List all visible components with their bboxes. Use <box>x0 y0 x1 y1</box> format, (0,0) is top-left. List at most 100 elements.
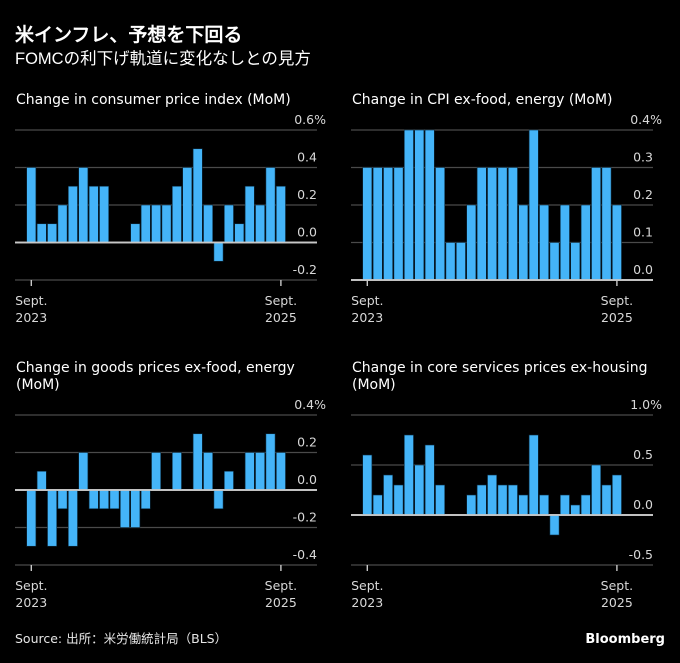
bar <box>518 494 529 516</box>
bar-series <box>26 433 286 547</box>
bar <box>213 242 224 262</box>
bar <box>57 489 68 510</box>
bar <box>172 452 182 491</box>
bar <box>528 434 539 516</box>
bar <box>78 167 89 243</box>
x-tick-label: 2023 <box>15 595 47 610</box>
x-tick-label: Sept. <box>601 293 633 308</box>
x-tick-label: 2025 <box>265 310 297 325</box>
bar <box>497 167 508 281</box>
bar <box>591 464 601 516</box>
bar <box>362 167 373 281</box>
y-tick-label: 0.2 <box>297 435 317 450</box>
bar <box>445 242 456 281</box>
bar <box>611 204 622 281</box>
bar <box>372 167 383 281</box>
x-tick-label: Sept. <box>265 578 297 593</box>
bar <box>213 489 224 510</box>
bar <box>507 484 518 516</box>
bar <box>88 489 99 510</box>
bar <box>192 433 203 491</box>
bar <box>265 167 276 243</box>
page-subtitle: FOMCの利下げ軌道に変化なしとの見方 <box>15 49 311 68</box>
y-tick-label: -0.4 <box>293 547 317 562</box>
x-tick-label: Sept. <box>15 578 47 593</box>
bar <box>414 464 425 516</box>
y-tick-label: 0.0 <box>297 225 317 240</box>
bar <box>172 185 182 243</box>
y-tick-label: -0.2 <box>293 510 317 525</box>
chart-title: Change in CPI ex-food, energy (MoM) <box>352 92 613 108</box>
bar <box>120 489 130 528</box>
bar <box>601 167 612 281</box>
bar <box>466 204 477 281</box>
bar <box>518 204 529 281</box>
bar <box>393 484 404 516</box>
y-tick-label: 0.5 <box>633 447 653 462</box>
y-tick-label: -0.5 <box>629 547 653 562</box>
bar <box>255 204 265 243</box>
chart-goods-prices-ex-food-energy: Change in goods prices ex-food, energy(M… <box>15 360 326 610</box>
x-tick-label: Sept. <box>15 293 47 308</box>
bar <box>372 494 383 516</box>
bar <box>383 474 393 516</box>
bar <box>435 484 445 516</box>
chart-title: Change in consumer price index (MoM) <box>16 92 291 108</box>
bar <box>130 223 141 243</box>
bar <box>68 185 78 243</box>
bar <box>580 494 591 516</box>
bar <box>591 167 601 281</box>
bar <box>507 167 518 281</box>
bar <box>99 489 109 510</box>
bar <box>570 504 581 516</box>
x-tick-label: 2023 <box>351 595 383 610</box>
bar <box>234 223 245 243</box>
y-tick-label: -0.2 <box>293 262 317 277</box>
bar <box>109 489 120 510</box>
y-tick-label: 0.3 <box>633 150 653 165</box>
page-title: 米インフレ、予想を下回る <box>15 23 242 46</box>
chart-title: Change in goods prices ex-food, energy <box>16 360 295 376</box>
bar <box>265 433 276 491</box>
bar <box>203 204 213 243</box>
bar <box>182 167 193 243</box>
bar <box>224 204 234 243</box>
bar <box>393 167 404 281</box>
bar <box>497 484 508 516</box>
y-tick-label: 0.6% <box>294 112 326 127</box>
bar <box>275 185 286 243</box>
bar <box>414 129 425 281</box>
bar <box>466 494 477 516</box>
bar <box>424 129 435 281</box>
bar <box>161 204 172 243</box>
bar <box>570 242 581 281</box>
bar <box>151 452 161 491</box>
bar <box>26 489 37 547</box>
bar <box>559 204 570 281</box>
bar <box>255 452 265 491</box>
bar <box>36 470 47 491</box>
y-tick-label: 0.0 <box>633 497 653 512</box>
bar <box>487 167 497 281</box>
bar <box>403 129 414 281</box>
bar <box>57 204 68 243</box>
x-tick-label: Sept. <box>351 293 383 308</box>
bar <box>611 474 622 516</box>
bar <box>224 470 234 491</box>
bar <box>435 167 445 281</box>
bar <box>99 185 109 243</box>
bar <box>47 223 57 243</box>
chart-consumer-price-index: Change in consumer price index (MoM)0.6%… <box>15 92 326 325</box>
x-tick-label: Sept. <box>601 578 633 593</box>
y-tick-label: 0.1 <box>633 225 653 240</box>
source-note: Source: 出所：米労働統計局（BLS） <box>15 631 227 646</box>
bar <box>26 167 37 243</box>
bar <box>383 167 393 281</box>
y-tick-label: 0.2 <box>297 187 317 202</box>
bar <box>455 242 466 281</box>
y-tick-label: 0.0 <box>297 472 317 487</box>
bar <box>36 223 47 243</box>
x-tick-label: 2023 <box>351 310 383 325</box>
y-tick-label: 0.0 <box>633 262 653 277</box>
